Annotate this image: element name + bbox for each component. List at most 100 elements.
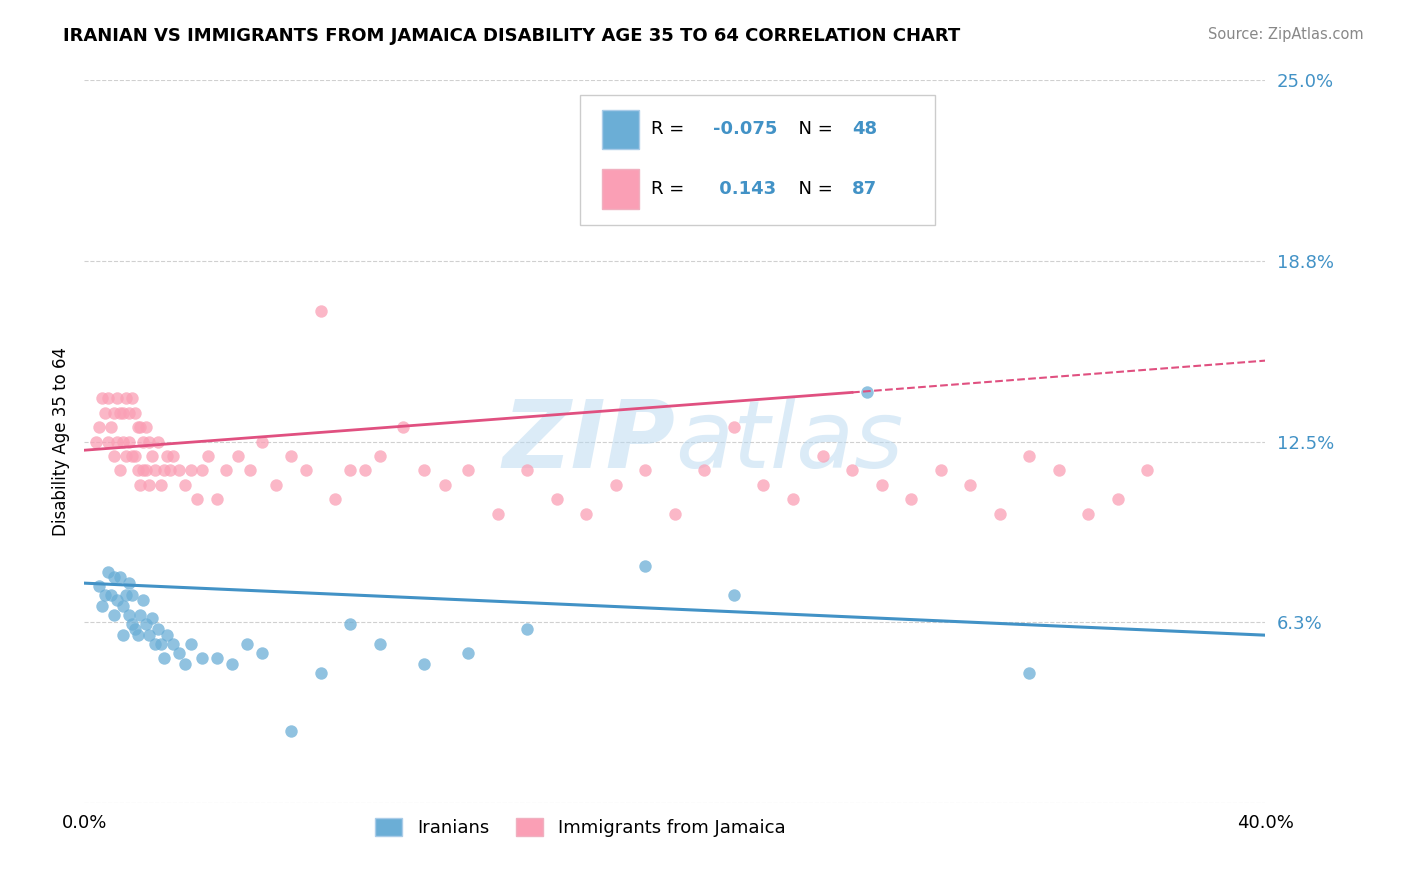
Point bbox=[129, 478, 152, 492]
Point bbox=[167, 646, 190, 660]
Point bbox=[207, 651, 229, 665]
Point bbox=[148, 623, 170, 637]
Point bbox=[354, 463, 377, 477]
Point bbox=[135, 420, 157, 434]
Point bbox=[221, 657, 243, 671]
Point bbox=[250, 646, 273, 660]
Point bbox=[723, 588, 745, 602]
Point bbox=[132, 463, 155, 477]
Point bbox=[153, 651, 176, 665]
Point bbox=[280, 449, 302, 463]
Point bbox=[108, 570, 131, 584]
Point bbox=[121, 616, 143, 631]
Text: IRANIAN VS IMMIGRANTS FROM JAMAICA DISABILITY AGE 35 TO 64 CORRELATION CHART: IRANIAN VS IMMIGRANTS FROM JAMAICA DISAB… bbox=[63, 27, 960, 45]
Point bbox=[118, 406, 141, 420]
Point bbox=[173, 478, 195, 492]
Text: 48: 48 bbox=[852, 120, 877, 138]
Point bbox=[91, 391, 114, 405]
FancyBboxPatch shape bbox=[602, 169, 640, 209]
Point bbox=[105, 391, 128, 405]
Point bbox=[148, 434, 170, 449]
Point bbox=[782, 492, 804, 507]
Text: N =: N = bbox=[787, 120, 838, 138]
Point bbox=[693, 463, 716, 477]
Point bbox=[413, 657, 436, 671]
Point bbox=[280, 723, 302, 738]
Point bbox=[129, 420, 152, 434]
Point bbox=[1018, 665, 1040, 680]
Point bbox=[392, 420, 415, 434]
Point bbox=[180, 463, 202, 477]
Text: N =: N = bbox=[787, 179, 838, 198]
Point bbox=[118, 576, 141, 591]
Point bbox=[191, 651, 214, 665]
Point bbox=[103, 406, 125, 420]
Point bbox=[325, 492, 347, 507]
Point bbox=[250, 434, 273, 449]
Text: R =: R = bbox=[651, 179, 690, 198]
Text: 0.143: 0.143 bbox=[713, 179, 776, 198]
Text: 87: 87 bbox=[852, 179, 877, 198]
Point bbox=[634, 463, 657, 477]
Point bbox=[180, 637, 202, 651]
Point bbox=[159, 463, 181, 477]
Point bbox=[457, 463, 479, 477]
Point bbox=[1107, 492, 1129, 507]
Point bbox=[108, 463, 131, 477]
Point bbox=[162, 637, 184, 651]
Point bbox=[132, 593, 155, 607]
Point bbox=[1047, 463, 1070, 477]
Point bbox=[94, 588, 117, 602]
Point bbox=[111, 599, 134, 614]
Point bbox=[516, 623, 538, 637]
Point bbox=[664, 507, 686, 521]
Point bbox=[226, 449, 249, 463]
Y-axis label: Disability Age 35 to 64: Disability Age 35 to 64 bbox=[52, 347, 70, 536]
Point bbox=[127, 628, 149, 642]
Point bbox=[309, 665, 332, 680]
Point bbox=[1136, 463, 1159, 477]
Point bbox=[197, 449, 219, 463]
Point bbox=[191, 463, 214, 477]
Point bbox=[135, 616, 157, 631]
Point bbox=[143, 463, 166, 477]
Point bbox=[138, 628, 160, 642]
Point bbox=[114, 588, 136, 602]
Point bbox=[486, 507, 509, 521]
Point bbox=[339, 463, 361, 477]
Point bbox=[97, 565, 120, 579]
Point bbox=[127, 420, 149, 434]
Point bbox=[870, 478, 893, 492]
Point bbox=[105, 434, 128, 449]
Point bbox=[124, 406, 146, 420]
Point bbox=[215, 463, 238, 477]
Point bbox=[97, 434, 120, 449]
Point bbox=[108, 406, 131, 420]
Point bbox=[575, 507, 598, 521]
Point bbox=[138, 478, 160, 492]
Point bbox=[295, 463, 318, 477]
Point bbox=[143, 637, 166, 651]
Point bbox=[114, 449, 136, 463]
Point bbox=[118, 607, 141, 622]
Point bbox=[1077, 507, 1099, 521]
Point bbox=[103, 570, 125, 584]
Point bbox=[135, 463, 157, 477]
Point bbox=[368, 637, 391, 651]
Point bbox=[105, 593, 128, 607]
Point bbox=[959, 478, 981, 492]
Point bbox=[138, 434, 160, 449]
Point bbox=[339, 616, 361, 631]
Point bbox=[236, 637, 259, 651]
Point bbox=[127, 463, 149, 477]
Point bbox=[87, 579, 111, 593]
Point bbox=[368, 449, 391, 463]
Text: -0.075: -0.075 bbox=[713, 120, 778, 138]
Point bbox=[118, 434, 141, 449]
Point bbox=[153, 463, 176, 477]
Point bbox=[141, 449, 163, 463]
Point bbox=[97, 391, 120, 405]
Point bbox=[841, 463, 863, 477]
Point bbox=[988, 507, 1011, 521]
Point bbox=[84, 434, 107, 449]
